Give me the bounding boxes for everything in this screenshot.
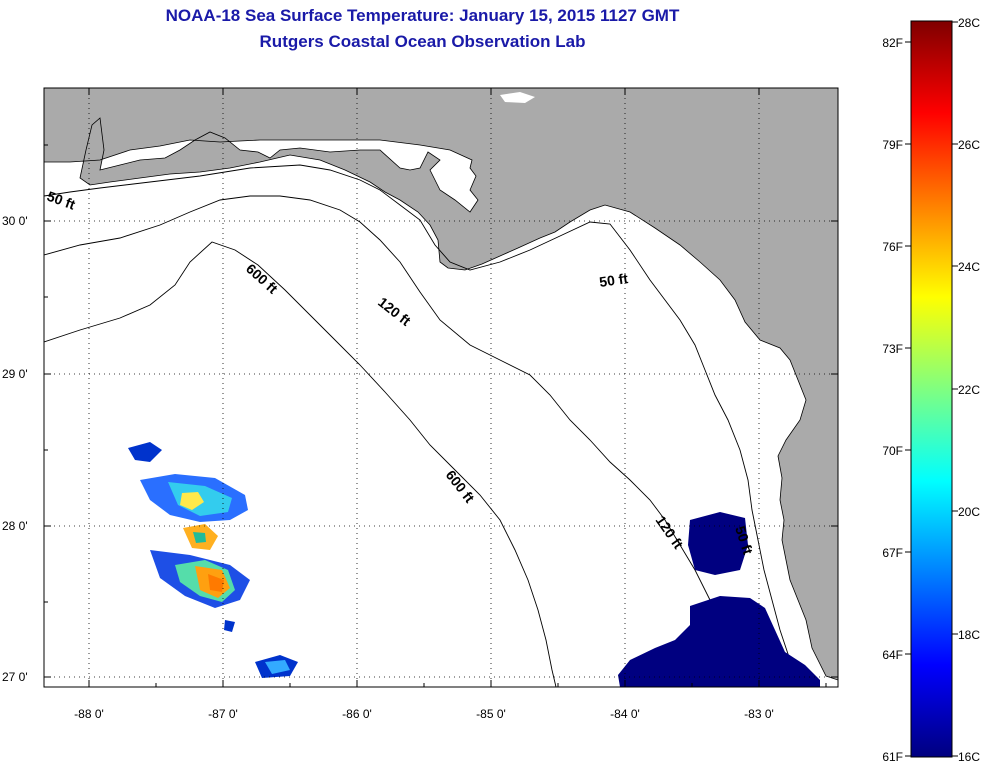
- lon-label-86: -86 0': [342, 707, 372, 721]
- lon-label-88: -88 0': [74, 707, 104, 721]
- colorbar-c-18: 18C: [958, 628, 980, 642]
- lon-label-87: -87 0': [208, 707, 238, 721]
- colorbar: [910, 20, 953, 758]
- contour-label-50ft-east: 50 ft: [598, 270, 629, 290]
- sst-patches-east: [618, 512, 820, 687]
- contour-120ft: [44, 195, 753, 687]
- lat-label-27: 27 0': [2, 670, 28, 684]
- map-frame: [43, 87, 839, 688]
- colorbar-f-70: 70F: [882, 444, 903, 458]
- lat-label-29: 29 0': [2, 367, 28, 381]
- lat-label-30: 30 0': [2, 214, 28, 228]
- colorbar-f-79: 79F: [882, 138, 903, 152]
- map-title: NOAA-18 Sea Surface Temperature: January…: [165, 6, 680, 25]
- colorbar-f-76: 76F: [882, 240, 903, 254]
- contour-50ft: [44, 164, 799, 687]
- colorbar-f-82: 82F: [882, 36, 903, 50]
- axis-ticks: [44, 88, 838, 687]
- colorbar-c-22: 22C: [958, 383, 980, 397]
- sst-patches-west: [128, 442, 298, 678]
- lat-label-28: 28 0': [2, 519, 28, 533]
- colorbar-f-73: 73F: [882, 342, 903, 356]
- contour-600ft: [44, 241, 557, 687]
- lake: [500, 92, 535, 103]
- colorbar-c-24: 24C: [958, 260, 980, 274]
- colorbar-c-20: 20C: [958, 505, 980, 519]
- colorbar-c-16: 16C: [958, 750, 980, 764]
- land-mass: [44, 88, 838, 681]
- colorbar-c-28: 28C: [958, 16, 980, 30]
- lon-label-83: -83 0': [744, 707, 774, 721]
- colorbar-ticks: [905, 21, 958, 757]
- lon-label-85: -85 0': [476, 707, 506, 721]
- colorbar-f-64: 64F: [882, 648, 903, 662]
- colorbar-c-26: 26C: [958, 138, 980, 152]
- colorbar-f-61: 61F: [882, 750, 903, 764]
- lon-label-84: -84 0': [610, 707, 640, 721]
- map-subtitle: Rutgers Coastal Ocean Observation Lab: [259, 32, 586, 51]
- colorbar-f-67: 67F: [882, 546, 903, 560]
